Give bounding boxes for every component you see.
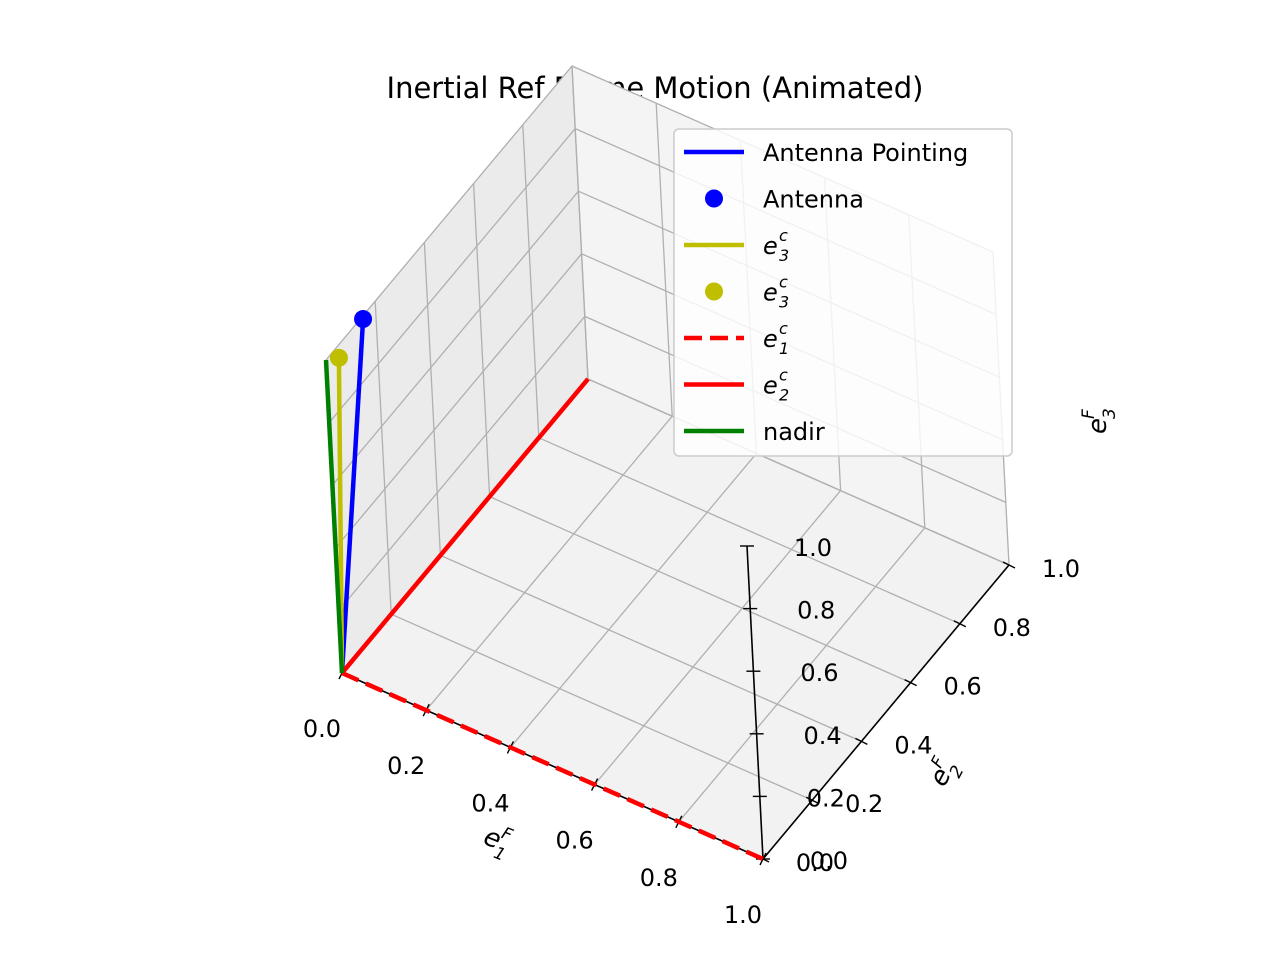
tick-labels: 0.0 0.2 0.4 0.6 0.8 1.0 0.0 0.2 0.4 0.6 0.8 1.0 0.0 0…: [303, 534, 1080, 929]
series-marker-1: [354, 310, 373, 329]
grid-line: [509, 452, 757, 748]
tick-mark: [855, 737, 868, 746]
z-axis-label-sub: 3: [1100, 408, 1120, 419]
x-axis-label: eF1: [479, 822, 515, 866]
grid-line: [328, 128, 576, 424]
grid-line: [538, 437, 961, 625]
z-tick-label: 0.2: [807, 784, 845, 812]
tick-mark: [805, 796, 819, 804]
z-axis-label-base: e: [1083, 418, 1113, 434]
z-tick-label: 0.4: [804, 722, 842, 750]
y-tick-label: 0.0: [796, 849, 834, 877]
series-layer: [323, 310, 764, 862]
z-tick-label: 0.8: [797, 597, 835, 625]
legend-label-base: e: [763, 325, 778, 353]
z-tick-label: 1.0: [794, 534, 832, 562]
tick-mark: [904, 678, 917, 687]
y-tick-label: 1.0: [1042, 555, 1080, 583]
grid-line: [472, 183, 491, 497]
series-line-5: [340, 377, 590, 675]
legend-label: Antenna: [763, 186, 864, 214]
grid-line: [425, 415, 673, 711]
legend-label-sub: 2: [779, 386, 789, 405]
x-tick-label: 0.4: [471, 789, 509, 817]
legend-label-sup: c: [779, 366, 788, 385]
z-axis-line: [746, 545, 764, 860]
legend-box: [673, 128, 1013, 457]
x-tick-label: 0.6: [556, 827, 594, 855]
grid-line: [338, 315, 586, 611]
z-tick-label: 0.0: [810, 847, 848, 875]
legend-label-sub: 1: [779, 339, 789, 358]
grid-line: [335, 253, 583, 549]
grid-line: [587, 378, 1010, 566]
legend-label: Antenna Pointing: [763, 139, 968, 167]
legend-label-base: e: [763, 232, 778, 260]
legend-label-sub: 3: [779, 246, 789, 265]
x-tick-label: 0.8: [640, 864, 678, 892]
grid-line: [522, 124, 540, 438]
legend-label: nadir: [763, 418, 825, 446]
legend-label-base: e: [763, 372, 778, 400]
grid-line: [655, 103, 673, 417]
legend-label-sub: 3: [779, 293, 789, 312]
y-tick-label: 0.4: [894, 731, 932, 759]
x-tick-label: 1.0: [724, 901, 762, 929]
legend-label-sup: c: [779, 226, 788, 245]
grid-line: [594, 490, 842, 786]
tick-mark: [953, 620, 967, 628]
grid-line: [423, 242, 442, 556]
series-marker-3: [329, 348, 348, 367]
grid-line: [440, 554, 862, 742]
grid-line: [489, 496, 911, 684]
y-tick-label: 0.6: [944, 673, 982, 701]
z-axis-label: eF 3: [1079, 408, 1120, 434]
y-tick-label: 0.8: [993, 614, 1031, 642]
legend-swatch-marker: [705, 189, 723, 208]
z-tick-label: 0.6: [800, 659, 838, 687]
series-line-0: [339, 318, 366, 674]
grid-line: [571, 65, 589, 380]
y-tick-label: 0.2: [845, 790, 883, 818]
chart-title: Inertial Ref Frame Motion (Animated): [387, 71, 924, 105]
grid-line: [678, 527, 926, 823]
legend-label-sup: c: [779, 319, 788, 338]
z-axis-label-sup: F: [1079, 409, 1099, 419]
tick-mark: [759, 852, 767, 866]
legend-swatch-marker: [705, 282, 723, 301]
x-axis-line: [341, 672, 764, 860]
tick-mark: [1002, 561, 1016, 569]
legend-label-base: e: [763, 279, 778, 307]
series-line-6: [323, 359, 345, 674]
grid-line: [390, 613, 813, 801]
grid-line: [374, 301, 392, 615]
x-tick-label: 0.0: [303, 715, 341, 743]
y-axis-line: [762, 564, 1010, 860]
legend-label-sup: c: [779, 273, 788, 292]
x-tick-label: 0.2: [387, 752, 425, 780]
grid-line: [331, 190, 579, 486]
